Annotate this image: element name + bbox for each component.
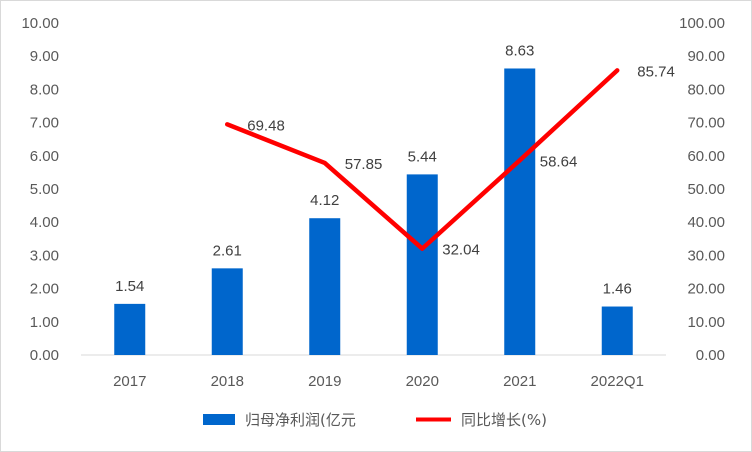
right-tick-label: 10.00 (687, 314, 725, 331)
bar (601, 306, 633, 355)
x-tick-label: 2017 (113, 373, 146, 390)
bar-data-labels: 1.54 2.61 4.12 5.44 8.63 1.46 (115, 42, 632, 297)
legend-swatch-bar (203, 414, 235, 425)
left-tick-label: 3.00 (30, 247, 59, 264)
x-tick-label: 2019 (308, 373, 341, 390)
legend: 归母净利润(亿元 同比增长(%) (203, 411, 547, 429)
right-tick-label: 0.00 (696, 347, 725, 364)
bar (406, 174, 438, 355)
bar (504, 68, 536, 355)
bar-data-label: 1.54 (115, 278, 144, 295)
left-tick-label: 2.00 (30, 281, 59, 298)
legend-label-line: 同比增长(%) (461, 411, 547, 429)
bar-data-label: 2.61 (213, 242, 242, 259)
right-tick-label: 80.00 (687, 81, 725, 98)
line-data-labels: 69.48 57.85 32.04 58.64 85.74 (247, 63, 675, 258)
line-data-label: 58.64 (540, 153, 578, 170)
left-tick-label: 1.00 (30, 314, 59, 331)
bar (211, 268, 243, 355)
right-axis-ticks: 0.00 10.00 20.00 30.00 40.00 50.00 60.00 70.00 8… (679, 15, 725, 364)
right-tick-label: 40.00 (687, 214, 725, 231)
line-path (225, 68, 620, 251)
right-tick-label: 30.00 (687, 247, 725, 264)
legend-label-bar: 归母净利润(亿元 (245, 411, 356, 429)
x-tick-label: 2018 (211, 373, 244, 390)
line-data-label: 32.04 (442, 242, 480, 259)
left-tick-label: 4.00 (30, 214, 59, 231)
bar-data-label: 1.46 (603, 281, 632, 298)
right-tick-label: 70.00 (687, 115, 725, 132)
left-tick-label: 5.00 (30, 181, 59, 198)
right-tick-label: 60.00 (687, 148, 725, 165)
line-series (225, 68, 620, 251)
x-tick-label: 2022Q1 (591, 373, 644, 390)
bar-data-label: 4.12 (310, 192, 339, 209)
right-tick-label: 90.00 (687, 48, 725, 65)
x-axis-ticks: 2017 2018 2019 2020 2021 2022Q1 (113, 373, 644, 390)
bar-data-label: 5.44 (408, 148, 437, 165)
right-tick-label: 50.00 (687, 181, 725, 198)
x-tick-label: 2020 (406, 373, 439, 390)
left-tick-label: 10.00 (21, 15, 59, 32)
bar (309, 218, 341, 355)
left-tick-label: 6.00 (30, 148, 59, 165)
left-axis-ticks: 0.00 1.00 2.00 3.00 4.00 5.00 6.00 7.00 8.00 9.00… (21, 15, 59, 364)
left-tick-label: 7.00 (30, 115, 59, 132)
line-data-label: 57.85 (345, 156, 383, 173)
right-tick-label: 20.00 (687, 281, 725, 298)
left-tick-label: 9.00 (30, 48, 59, 65)
bar-series (114, 68, 633, 355)
left-tick-label: 8.00 (30, 81, 59, 98)
left-tick-label: 0.00 (30, 347, 59, 364)
x-tick-label: 2021 (503, 373, 536, 390)
line-data-label: 85.74 (637, 63, 675, 80)
right-tick-label: 100.00 (679, 15, 725, 32)
bar-data-label: 8.63 (505, 42, 534, 59)
bar (114, 303, 146, 355)
line-data-label: 69.48 (247, 117, 285, 134)
